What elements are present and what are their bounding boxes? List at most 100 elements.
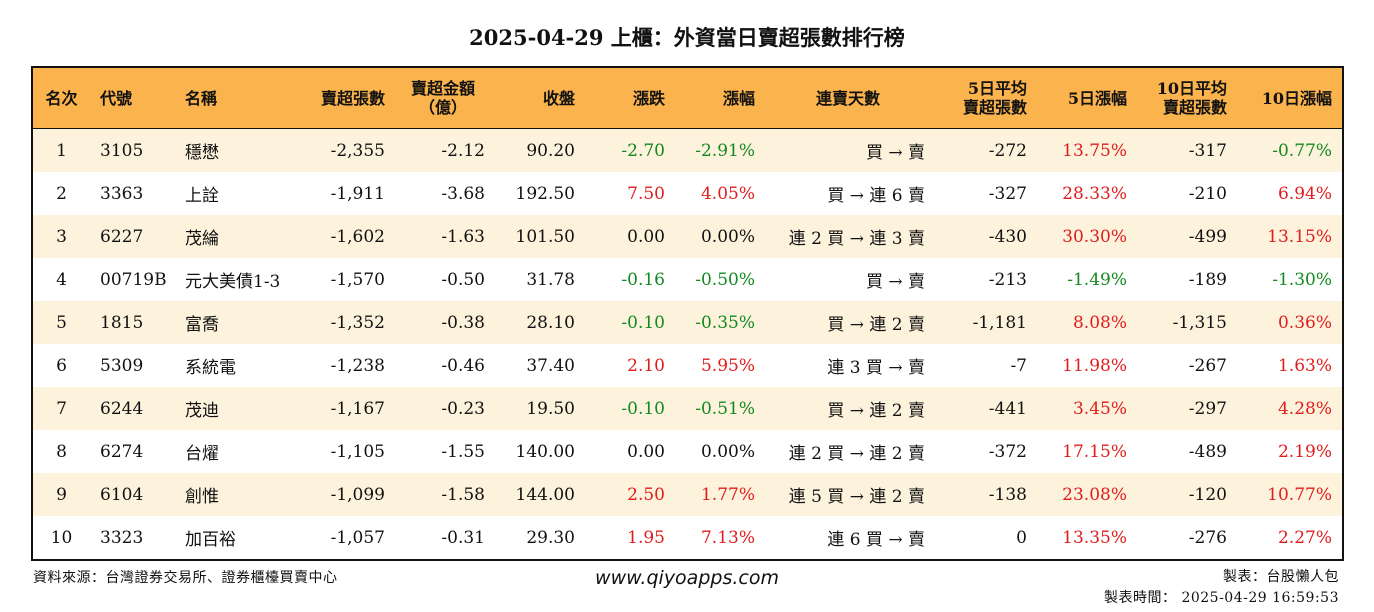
cell-sell-lots: -1,057: [297, 516, 395, 560]
header-avg5-line2: 賣超張數: [962, 98, 1027, 117]
cell-rank: 3: [32, 215, 94, 258]
header-row: 名次 代號 名稱 賣超張數 賣超金額 （億） 收盤 漲跌 漲幅 連賣天數 5日平均…: [32, 67, 1343, 129]
table-row: 1 3105 穩懋 -2,355 -2.12 90.20 -2.70 -2.91% 買 → 賣-…: [32, 128, 1343, 172]
cell-pct10: 2.27%: [1237, 516, 1343, 560]
cell-code: 6104: [94, 473, 179, 516]
table-row: 6 5309 系統電 -1,238 -0.46 37.40 2.10 5.95% 連 3 買 →…: [32, 344, 1343, 387]
cell-avg10: -297: [1137, 387, 1237, 430]
cell-sell-lots: -1,570: [297, 258, 395, 301]
header-name: 名稱: [179, 67, 297, 129]
table-row: 7 6244 茂迪 -1,167 -0.23 19.50 -0.10 -0.51% 買 → 連 …: [32, 387, 1343, 430]
cell-avg5: -372: [935, 430, 1037, 473]
table-row: 2 3363 上詮 -1,911 -3.68 192.50 7.50 4.05% 買 → 連 6…: [32, 172, 1343, 215]
cell-name: 台燿: [179, 430, 297, 473]
page-title: 2025-04-29 上櫃：外資當日賣超張數排行榜: [469, 25, 905, 50]
cell-rank: 2: [32, 172, 94, 215]
cell-change: 2.10: [585, 344, 675, 387]
cell-avg5: -138: [935, 473, 1037, 516]
cell-pct10: 1.63%: [1237, 344, 1343, 387]
cell-avg5: -272: [935, 128, 1037, 172]
cell-pct5: 28.33%: [1037, 172, 1137, 215]
cell-sell-lots: -1,911: [297, 172, 395, 215]
cell-close: 37.40: [495, 344, 585, 387]
data-source: 資料來源：台灣證券交易所、證券櫃檯買賣中心: [33, 570, 338, 586]
cell-close: 192.50: [495, 172, 585, 215]
cell-sell-amount: -0.23: [395, 387, 495, 430]
website-link[interactable]: www.qiyoapps.com: [595, 567, 779, 589]
cell-change-pct: 1.77%: [675, 473, 765, 516]
cell-avg5: -430: [935, 215, 1037, 258]
cell-streak: 買 → 連 2 賣: [765, 301, 935, 344]
cell-name: 創惟: [179, 473, 297, 516]
cell-pct5: 13.35%: [1037, 516, 1137, 560]
cell-streak: 連 2 買 → 連 2 賣: [765, 430, 935, 473]
cell-streak: 買 → 連 2 賣: [765, 387, 935, 430]
cell-avg10: -499: [1137, 215, 1237, 258]
cell-name: 茂綸: [179, 215, 297, 258]
cell-avg10: -189: [1137, 258, 1237, 301]
cell-close: 31.78: [495, 258, 585, 301]
table-row: 5 1815 富喬 -1,352 -0.38 28.10 -0.10 -0.35% 買 → 連 …: [32, 301, 1343, 344]
cell-sell-lots: -1,105: [297, 430, 395, 473]
cell-name: 茂迪: [179, 387, 297, 430]
cell-sell-lots: -2,355: [297, 128, 395, 172]
cell-sell-lots: -1,167: [297, 387, 395, 430]
cell-rank: 4: [32, 258, 94, 301]
cell-change-pct: 4.05%: [675, 172, 765, 215]
cell-streak: 連 5 買 → 連 2 賣: [765, 473, 935, 516]
cell-rank: 1: [32, 128, 94, 172]
cell-rank: 10: [32, 516, 94, 560]
cell-streak: 買 → 賣: [765, 128, 935, 172]
cell-change: 0.00: [585, 430, 675, 473]
header-avg10: 10日平均 賣超張數: [1137, 67, 1237, 129]
cell-streak: 連 6 買 → 賣: [765, 516, 935, 560]
cell-close: 19.50: [495, 387, 585, 430]
cell-name: 富喬: [179, 301, 297, 344]
cell-close: 29.30: [495, 516, 585, 560]
cell-pct10: -0.77%: [1237, 128, 1343, 172]
cell-rank: 7: [32, 387, 94, 430]
cell-sell-amount: -0.38: [395, 301, 495, 344]
cell-avg5: 0: [935, 516, 1037, 560]
cell-code: 6227: [94, 215, 179, 258]
header-code: 代號: [94, 67, 179, 129]
maker-label: 製表：台股懶人包: [1223, 569, 1339, 585]
header-change: 漲跌: [585, 67, 675, 129]
cell-streak: 連 2 買 → 連 3 賣: [765, 215, 935, 258]
made-time: 製表時間： 2025-04-29 16:59:53: [1104, 590, 1339, 606]
cell-rank: 5: [32, 301, 94, 344]
cell-sell-amount: -1.55: [395, 430, 495, 473]
cell-close: 144.00: [495, 473, 585, 516]
cell-avg10: -317: [1137, 128, 1237, 172]
cell-name: 元大美債1-3: [179, 258, 297, 301]
cell-sell-amount: -1.63: [395, 215, 495, 258]
cell-streak: 連 3 買 → 賣: [765, 344, 935, 387]
cell-pct5: -1.49%: [1037, 258, 1137, 301]
cell-pct10: 0.36%: [1237, 301, 1343, 344]
cell-change-pct: -0.35%: [675, 301, 765, 344]
cell-change: -2.70: [585, 128, 675, 172]
cell-pct10: 4.28%: [1237, 387, 1343, 430]
header-avg5-line1: 5日平均: [967, 79, 1027, 98]
cell-avg5: -1,181: [935, 301, 1037, 344]
cell-change: 1.95: [585, 516, 675, 560]
cell-code: 5309: [94, 344, 179, 387]
header-avg5: 5日平均 賣超張數: [935, 67, 1037, 129]
cell-code: 6274: [94, 430, 179, 473]
cell-sell-lots: -1,238: [297, 344, 395, 387]
cell-sell-amount: -0.31: [395, 516, 495, 560]
cell-sell-amount: -3.68: [395, 172, 495, 215]
cell-close: 101.50: [495, 215, 585, 258]
footer-credits: 製表：台股懶人包 製表時間： 2025-04-29 16:59:53: [1104, 567, 1339, 609]
cell-pct5: 17.15%: [1037, 430, 1137, 473]
cell-change: -0.10: [585, 387, 675, 430]
cell-avg10: -489: [1137, 430, 1237, 473]
header-pct5: 5日漲幅: [1037, 67, 1137, 129]
cell-change-pct: 5.95%: [675, 344, 765, 387]
cell-pct5: 8.08%: [1037, 301, 1137, 344]
header-streak: 連賣天數: [765, 67, 935, 129]
cell-change: 0.00: [585, 215, 675, 258]
cell-change: 7.50: [585, 172, 675, 215]
cell-name: 穩懋: [179, 128, 297, 172]
cell-change-pct: -2.91%: [675, 128, 765, 172]
